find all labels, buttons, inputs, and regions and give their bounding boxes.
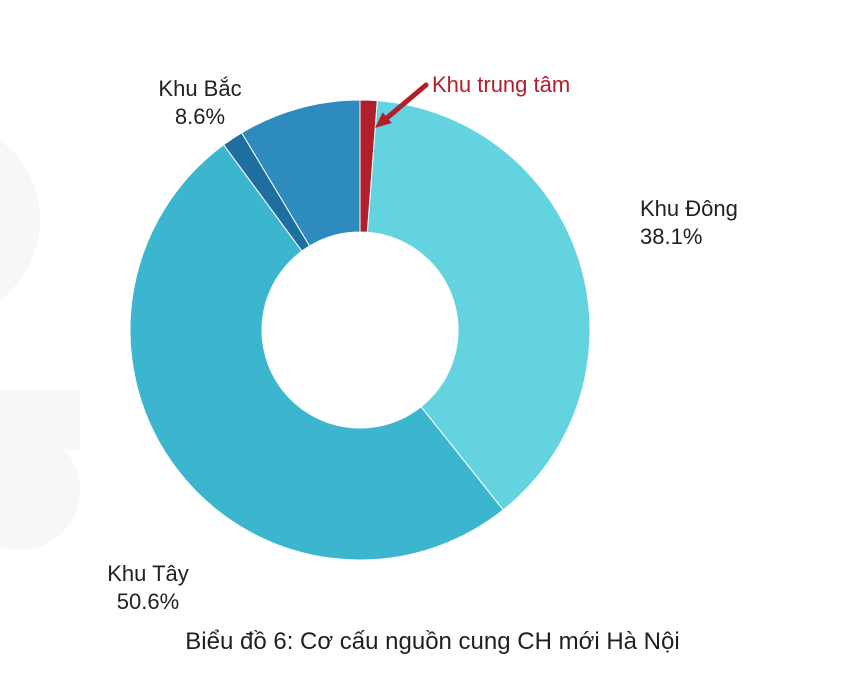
callout-label-trungtam: Khu trung tâm — [432, 72, 570, 98]
slice-name-dong: Khu Đông — [640, 196, 738, 221]
callout-text: Khu trung tâm — [432, 72, 570, 97]
chart-caption: Biểu đồ 6: Cơ cấu nguồn cung CH mới Hà N… — [0, 628, 865, 656]
slice-name-tay: Khu Tây — [107, 561, 189, 586]
slice-pct-dong: 38.1% — [640, 223, 738, 251]
slice-name-bac: Khu Bắc — [158, 76, 241, 101]
caption-text: Biểu đồ 6: Cơ cấu nguồn cung CH mới Hà N… — [185, 628, 679, 655]
slice-pct-bac: 8.6% — [80, 103, 320, 131]
slice-label-tay: Khu Tây 50.6% — [28, 560, 268, 615]
slice-pct-tay: 50.6% — [28, 588, 268, 616]
slice-label-dong: Khu Đông 38.1% — [640, 195, 738, 250]
slice-label-bac: Khu Bắc 8.6% — [80, 75, 320, 130]
chart-stage: Khu Đông 38.1% Khu Tây 50.6% Khu Bắc 8.6… — [0, 0, 865, 679]
